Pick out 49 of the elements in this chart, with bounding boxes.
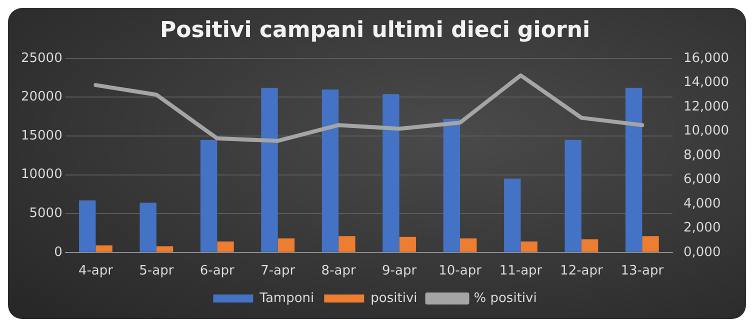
y2-tick-label: 4,000	[684, 196, 721, 212]
x-tick-label: 7-apr	[260, 264, 296, 279]
legend-label: % positivi	[474, 290, 537, 306]
x-tick-label: 12-apr	[560, 264, 604, 279]
y2-tick-label: 16,000	[684, 50, 730, 66]
bar	[564, 140, 582, 252]
bar	[140, 202, 156, 252]
y-tick-label: 20000	[20, 90, 62, 105]
y-tick-label: 10000	[20, 167, 62, 182]
y-tick-label: 5000	[29, 206, 62, 221]
bar	[625, 88, 642, 252]
legend-label: Tamponi	[258, 290, 314, 306]
x-tick-label: 8-apr	[321, 264, 356, 279]
bar	[520, 242, 538, 252]
bar	[338, 236, 356, 252]
bar	[322, 89, 339, 252]
x-tick-label: 13-apr	[620, 264, 664, 279]
y2-tick-label: 6,000	[684, 172, 721, 188]
bar	[642, 236, 659, 252]
x-tick-label: 9-apr	[382, 264, 418, 279]
y-tick-label: 25000	[20, 50, 62, 66]
x-tick-label: 10-apr	[438, 264, 482, 279]
bar	[443, 118, 460, 252]
x-tick-label: 4-apr	[78, 264, 114, 279]
y-tick-label: 0	[54, 244, 62, 260]
x-tick-label: 5-apr	[139, 264, 174, 279]
bar	[96, 245, 112, 252]
legend-label: positivi	[370, 290, 418, 306]
y2-tick-label: 10,000	[684, 124, 730, 139]
bar	[217, 242, 234, 252]
bar	[382, 94, 400, 252]
y2-tick-label: 0,000	[684, 244, 721, 260]
chart-title: Positivi campani ultimi dieci giorni	[160, 18, 590, 43]
bar	[504, 178, 521, 252]
y2-tick-label: 12,000	[684, 99, 730, 114]
x-tick-label: 6-apr	[200, 264, 236, 279]
bar	[261, 88, 278, 252]
y2-tick-label: 14,000	[684, 75, 730, 90]
bar	[460, 238, 477, 252]
bar	[79, 200, 96, 252]
bar	[399, 236, 416, 252]
bar	[581, 239, 598, 252]
y-tick-label: 15000	[20, 128, 62, 144]
x-tick-label: 11-apr	[499, 264, 543, 279]
y2-tick-label: 2,000	[684, 220, 721, 236]
bar	[200, 140, 218, 252]
y2-tick-label: 8,000	[684, 148, 721, 163]
bar	[156, 246, 174, 252]
bar	[278, 238, 295, 252]
